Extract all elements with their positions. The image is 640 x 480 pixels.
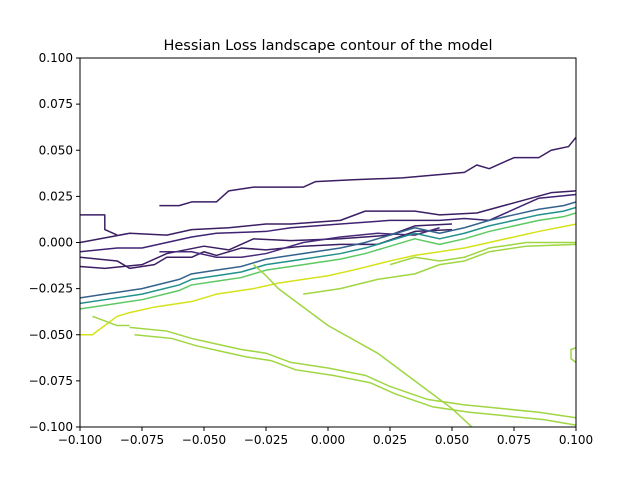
contour-line bbox=[159, 136, 576, 207]
y-tick-label: 0.025 bbox=[39, 189, 73, 203]
y-tick-label: −0.025 bbox=[29, 282, 73, 296]
x-tick-label: −0.050 bbox=[182, 433, 226, 447]
x-tick-label: −0.025 bbox=[244, 433, 288, 447]
contour-line bbox=[253, 264, 473, 427]
x-tick-label: −0.100 bbox=[58, 433, 102, 447]
y-tick-label: 0.000 bbox=[39, 236, 73, 250]
contour-line bbox=[80, 212, 576, 310]
y-tick-label: −0.050 bbox=[29, 328, 73, 342]
contour-line bbox=[159, 227, 440, 259]
contour-line bbox=[92, 315, 130, 327]
x-tick-label: 0.075 bbox=[497, 433, 531, 447]
contour-line bbox=[570, 346, 576, 364]
contour-line bbox=[80, 206, 576, 305]
y-tick-label: 0.075 bbox=[39, 97, 73, 111]
contour-lines bbox=[80, 136, 576, 427]
chart-title: Hessian Loss landscape contour of the mo… bbox=[163, 38, 492, 54]
contour-line bbox=[80, 228, 453, 270]
contour-line bbox=[80, 214, 118, 236]
y-axis: 0.100 0.075 0.050 0.025 0.000 −0.025 −0.050 −0.… bbox=[29, 51, 80, 434]
y-tick-label: −0.075 bbox=[29, 374, 73, 388]
x-tick-label: −0.075 bbox=[120, 433, 164, 447]
contour-line bbox=[80, 201, 576, 299]
x-tick-label: 0.100 bbox=[559, 433, 593, 447]
contour-line bbox=[80, 193, 576, 253]
y-tick-label: −0.100 bbox=[29, 420, 73, 434]
contour-line bbox=[303, 243, 576, 295]
x-tick-label: 0.000 bbox=[311, 433, 345, 447]
contour-line bbox=[80, 190, 576, 244]
y-tick-label: 0.100 bbox=[39, 51, 73, 65]
contour-line bbox=[80, 223, 576, 336]
x-axis: −0.100 −0.075 −0.050 −0.025 0.000 0.025 0.050 0… bbox=[58, 427, 593, 447]
x-tick-label: 0.025 bbox=[373, 433, 407, 447]
y-tick-label: 0.050 bbox=[39, 143, 73, 157]
contour-line bbox=[129, 326, 576, 419]
x-tick-label: 0.050 bbox=[435, 433, 469, 447]
contour-line bbox=[389, 241, 576, 266]
contour-line bbox=[134, 334, 576, 426]
